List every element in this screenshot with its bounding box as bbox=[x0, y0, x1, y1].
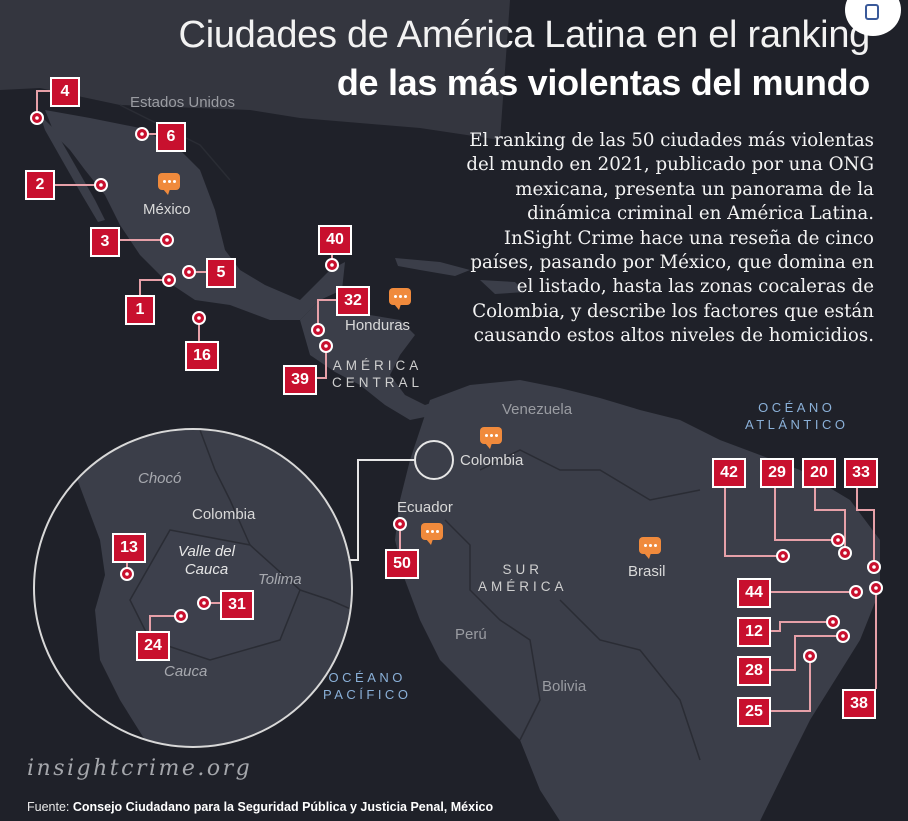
city-marker-center bbox=[197, 316, 201, 320]
rank-badge[interactable]: 4 bbox=[50, 77, 80, 107]
rank-badge[interactable]: 2 bbox=[25, 170, 55, 200]
rank-badge[interactable]: 1 bbox=[125, 295, 155, 325]
leader-line bbox=[767, 621, 833, 632]
label-venezuela: Venezuela bbox=[502, 401, 573, 418]
rank-badge[interactable]: 6 bbox=[156, 122, 186, 152]
cuba-land bbox=[395, 258, 470, 276]
rank-badge[interactable]: 12 bbox=[737, 617, 771, 647]
rank-badge[interactable]: 29 bbox=[760, 458, 794, 488]
leader-line bbox=[767, 635, 843, 671]
source-text: Consejo Ciudadano para la Seguridad Públ… bbox=[72, 800, 494, 814]
inset-label-tolima: Tolima bbox=[258, 571, 302, 588]
rank-badge[interactable]: 20 bbox=[802, 458, 836, 488]
city-marker-center bbox=[836, 538, 840, 542]
rank-badge[interactable]: 44 bbox=[737, 578, 771, 608]
city-marker-center bbox=[165, 238, 169, 242]
country-bubble-icon[interactable] bbox=[639, 537, 661, 559]
city-marker-center bbox=[330, 263, 334, 267]
city-marker-center bbox=[316, 328, 320, 332]
label-mexico: México bbox=[143, 201, 191, 218]
rank-badge[interactable]: 3 bbox=[90, 227, 120, 257]
leader-line bbox=[774, 488, 838, 541]
rank-badge[interactable]: 40 bbox=[318, 225, 352, 255]
rank-badge[interactable]: 5 bbox=[206, 258, 236, 288]
leader-line bbox=[814, 488, 846, 553]
city-marker-center bbox=[874, 586, 878, 590]
zoom-lens bbox=[33, 428, 353, 748]
leader-line bbox=[139, 279, 169, 295]
label-pacific: OCÉANO PACÍFICO bbox=[323, 670, 412, 702]
city-marker-center bbox=[808, 654, 812, 658]
rank-badge[interactable]: 25 bbox=[737, 697, 771, 727]
leader-line bbox=[767, 656, 811, 712]
country-bubble-icon[interactable] bbox=[480, 427, 502, 449]
city-marker-center bbox=[843, 551, 847, 555]
leader-line bbox=[317, 299, 336, 330]
city-marker-center bbox=[140, 132, 144, 136]
rank-badge[interactable]: 50 bbox=[385, 549, 419, 579]
leader-line bbox=[724, 488, 783, 557]
hispaniola-land bbox=[480, 280, 525, 294]
source-note: Fuente: Consejo Ciudadano para la Seguri… bbox=[27, 800, 493, 814]
label-bolivia: Bolivia bbox=[542, 678, 587, 695]
rank-badge[interactable]: 42 bbox=[712, 458, 746, 488]
city-marker-center bbox=[167, 278, 171, 282]
rank-badge[interactable]: 39 bbox=[283, 365, 317, 395]
city-marker-center bbox=[35, 116, 39, 120]
watermark: insightcrime.org bbox=[27, 756, 253, 781]
rank-badge[interactable]: 24 bbox=[136, 631, 170, 661]
source-prefix: Fuente: bbox=[27, 800, 70, 814]
label-colombia: Colombia bbox=[460, 452, 524, 469]
label-peru: Perú bbox=[455, 626, 487, 643]
rank-badge[interactable]: 33 bbox=[844, 458, 878, 488]
city-marker-center bbox=[781, 554, 785, 558]
label-central-america: AMÉRICA CENTRAL bbox=[332, 358, 424, 390]
label-ecuador: Ecuador bbox=[397, 499, 453, 516]
label-usa: Estados Unidos bbox=[130, 94, 236, 111]
border-lines bbox=[479, 449, 701, 501]
rank-badge[interactable]: 16 bbox=[185, 341, 219, 371]
city-marker-center bbox=[324, 344, 328, 348]
country-bubble-icon[interactable] bbox=[421, 523, 443, 545]
label-brasil: Brasil bbox=[628, 563, 666, 580]
inset-label-valle: Valle del Cauca bbox=[178, 543, 235, 578]
rank-badge[interactable]: 32 bbox=[336, 286, 370, 316]
leader-line bbox=[856, 488, 875, 567]
rank-badge[interactable]: 13 bbox=[112, 533, 146, 563]
label-south-america: SUR AMÉRICA bbox=[478, 562, 568, 594]
label-honduras: Honduras bbox=[345, 317, 411, 334]
inset-label-colombia: Colombia bbox=[192, 506, 256, 523]
rank-badge[interactable]: 31 bbox=[220, 590, 254, 620]
city-marker-center bbox=[854, 590, 858, 594]
leader-line bbox=[313, 346, 327, 379]
usa-land bbox=[0, 0, 510, 140]
city-marker-center bbox=[841, 634, 845, 638]
description-text: El ranking de las 50 ciudades más violen… bbox=[466, 130, 874, 347]
country-bubble-icon[interactable] bbox=[389, 288, 411, 310]
central-america-land bbox=[300, 300, 440, 420]
city-marker-center bbox=[99, 183, 103, 187]
inset-label-choco: Chocó bbox=[138, 470, 182, 487]
title-line-1: Ciudades de América Latina en el ranking bbox=[178, 14, 871, 56]
rank-badge[interactable]: 38 bbox=[842, 689, 876, 719]
leader-line bbox=[36, 90, 50, 118]
title-line-2: de las más violentas del mundo bbox=[336, 62, 870, 103]
city-marker-center bbox=[187, 270, 191, 274]
city-marker-center bbox=[398, 522, 402, 526]
country-bubble-icon[interactable] bbox=[158, 173, 180, 195]
label-atlantic: OCÉANO ATLÁNTICO bbox=[745, 400, 849, 432]
inset-label-cauca: Cauca bbox=[164, 663, 208, 680]
mexico-land bbox=[45, 110, 345, 320]
city-marker-center bbox=[872, 565, 876, 569]
rank-badge[interactable]: 28 bbox=[737, 656, 771, 686]
baja-land bbox=[40, 115, 105, 222]
city-marker-center bbox=[831, 620, 835, 624]
